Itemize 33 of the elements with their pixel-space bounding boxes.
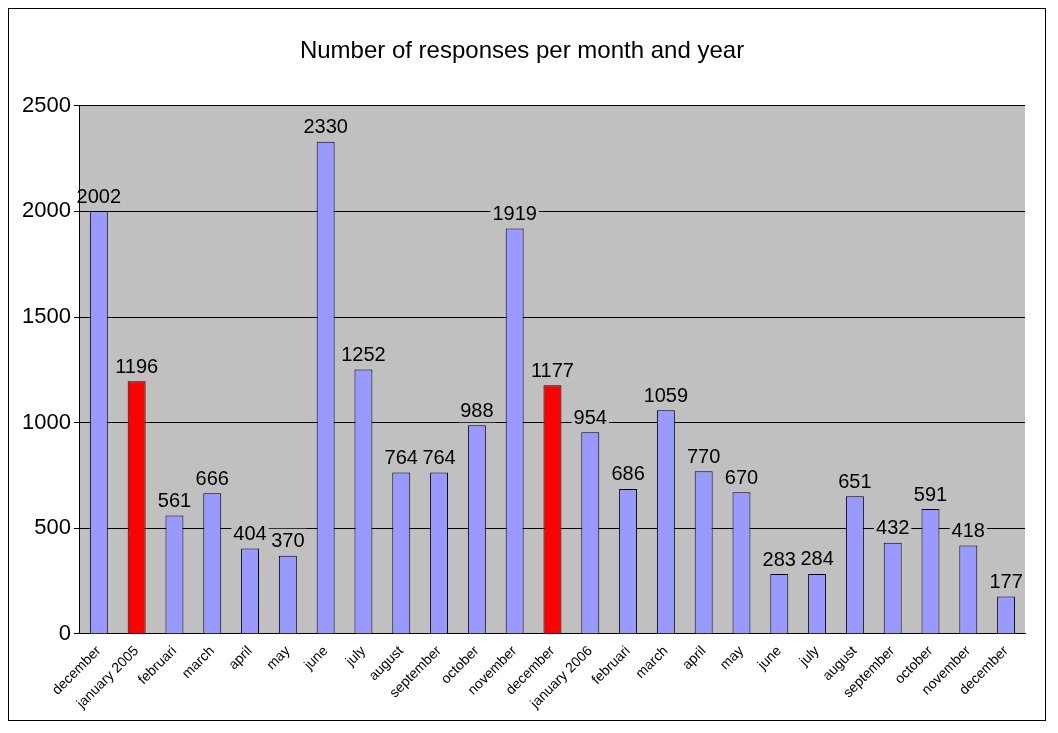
chart-title: Number of responses per month and year (299, 36, 745, 64)
y-tick-label: 2000 (21, 197, 71, 223)
data-label: 284 (800, 547, 834, 570)
data-label: 770 (686, 444, 721, 467)
data-label: 988 (460, 398, 494, 421)
data-label: 1252 (341, 342, 386, 365)
data-label: 651 (838, 469, 872, 492)
data-label: 670 (724, 465, 759, 488)
data-label: 561 (157, 488, 192, 511)
data-label: 370 (271, 529, 305, 552)
x-tick-label: july (795, 642, 822, 670)
y-tick-label: 0 (58, 619, 71, 645)
data-label: 2330 (303, 115, 348, 138)
data-label: 418 (951, 519, 985, 542)
y-tick-label: 500 (34, 514, 71, 540)
data-label: 764 (422, 446, 456, 469)
y-tick-label: 1500 (21, 303, 71, 329)
data-label: 177 (989, 570, 1023, 593)
data-label: 764 (384, 446, 418, 469)
x-tick-label: july (341, 642, 369, 670)
data-label: 432 (876, 516, 910, 539)
data-label: 1177 (530, 358, 574, 381)
y-tick-label: 2500 (21, 91, 71, 117)
data-label: 283 (762, 547, 796, 570)
data-label: 666 (195, 466, 229, 489)
data-label: 404 (233, 522, 267, 545)
data-label: 1196 (115, 354, 159, 377)
data-label: 591 (913, 482, 948, 505)
data-label: 954 (573, 405, 607, 428)
data-label: 1919 (492, 202, 537, 225)
y-tick-label: 1000 (21, 408, 71, 434)
data-label: 1059 (643, 383, 689, 406)
data-label: 686 (611, 462, 645, 485)
